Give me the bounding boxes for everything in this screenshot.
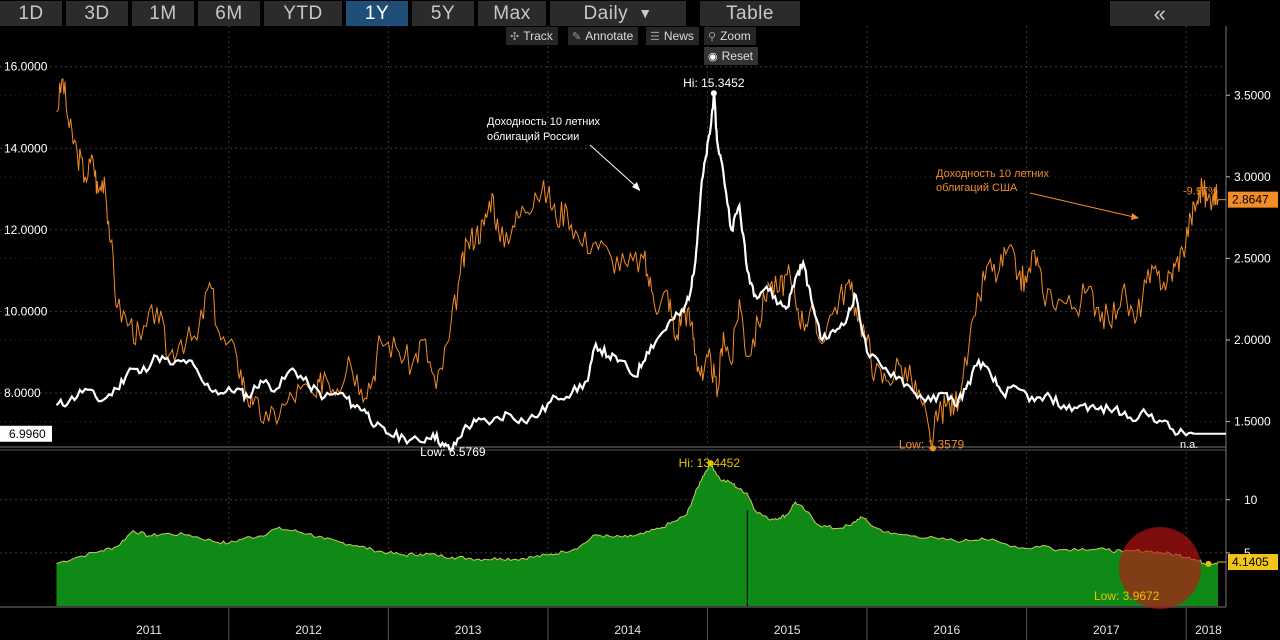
spread-high-marker <box>707 460 714 467</box>
usa-annotation-line2: облигаций США <box>936 182 1018 194</box>
range-6m-button[interactable]: 6M <box>198 1 260 26</box>
reset-icon: ◉ <box>708 51 718 63</box>
news-icon: ☰ <box>650 31 660 43</box>
spread-last-value-label: 4.1405 <box>1232 555 1269 569</box>
right-tick-label: 2.5000 <box>1234 251 1271 265</box>
caret-down-icon: ▼ <box>638 5 653 21</box>
highlight-circle <box>1119 527 1201 609</box>
labels: Hi: 15.3452 Low: 6.5769 Доходность 10 летн… <box>0 76 1278 609</box>
right-tick-label: 2.0000 <box>1234 333 1271 347</box>
range-1d-button[interactable]: 1D <box>0 1 62 26</box>
usa-last-value-label: 2.8647 <box>1232 193 1269 207</box>
russia-annotation-arrow <box>589 144 641 191</box>
russia-annotation-arrowhead <box>632 182 640 191</box>
bottom-tick-label: 10 <box>1244 493 1258 507</box>
usa-low-marker <box>929 445 936 452</box>
zoom-button[interactable]: ⚲ Zoom <box>704 27 756 45</box>
usa-change-label: -9.97% <box>1183 186 1218 198</box>
magnifier-icon: ⚲ <box>708 31 717 43</box>
russia-na-label: n.a. <box>1180 439 1198 451</box>
russia-low-label: Low: 6.5769 <box>420 445 486 459</box>
track-button[interactable]: ✣ Track <box>506 27 558 45</box>
right-tick-label: 1.5000 <box>1234 415 1271 429</box>
x-tick-label: 2015 <box>774 623 801 637</box>
spread-low-marker <box>1205 560 1212 567</box>
left-tick-label: 12.0000 <box>4 223 48 237</box>
left-tick-label: 8.0000 <box>4 386 41 400</box>
spread-low-label: Low: 3.9672 <box>1094 589 1160 603</box>
collapse-panel-button[interactable]: « <box>1110 1 1210 26</box>
grid <box>0 26 1227 608</box>
russia-annotation-line1: Доходность 10 летних <box>487 116 600 128</box>
range-1m-button[interactable]: 1M <box>132 1 194 26</box>
range-5y-button[interactable]: 5Y <box>412 1 474 26</box>
x-tick-label: 2018 <box>1195 623 1222 637</box>
spread-high-label: Hi: 13.4452 <box>679 456 741 470</box>
left-tick-label: 14.0000 <box>4 141 48 155</box>
usa-annotation-line1: Доходность 10 летних <box>936 168 1049 180</box>
x-tick-label: 2016 <box>933 623 960 637</box>
usa-last-value-box <box>1228 191 1278 208</box>
left-tick-label: 10.0000 <box>4 304 48 318</box>
range-max-button[interactable]: Max <box>478 1 546 26</box>
frequency-value: Daily <box>583 3 629 24</box>
x-tick-label: 2014 <box>614 623 641 637</box>
x-tick-label: 2012 <box>295 623 322 637</box>
russia-high-label: Hi: 15.3452 <box>683 76 745 90</box>
range-ytd-button[interactable]: YTD <box>264 1 342 26</box>
x-tick-label: 2013 <box>455 623 482 637</box>
right-tick-label: 3.5000 <box>1234 88 1271 102</box>
series-layer <box>55 77 1226 452</box>
annotate-label: Annotate <box>585 29 634 43</box>
russia-yield-line <box>55 92 1195 452</box>
track-label: Track <box>523 29 553 43</box>
bottom-tick-label: 5 <box>1244 546 1251 560</box>
axes: 2011 2012 2013 2014 2015 2016 2017 2018 8.0000 10… <box>4 60 1271 640</box>
range-1y-button[interactable]: 1Y <box>346 1 408 26</box>
spread-area-layer <box>56 462 1219 606</box>
spread-last-value-box <box>1228 554 1278 571</box>
pencil-icon: ✎ <box>572 31 582 43</box>
usa-yield-line <box>56 77 1219 450</box>
reset-button[interactable]: ◉ Reset <box>704 47 758 65</box>
usa-low-label: Low: 1.3579 <box>899 437 965 451</box>
russia-annotation-line2: облигаций России <box>487 131 579 143</box>
russia-last-value-box <box>0 425 52 442</box>
range-toolbar: 1D 3D 1M 6M YTD 1Y 5Y Max Daily ▼ Table « <box>0 0 1280 26</box>
reset-label: Reset <box>721 49 753 63</box>
x-tick-label: 2017 <box>1093 623 1120 637</box>
annotate-button[interactable]: ✎ Annotate <box>568 27 639 45</box>
frequency-dropdown[interactable]: Daily ▼ <box>550 1 686 26</box>
russia-high-marker <box>710 90 717 97</box>
usa-annotation-arrow <box>1029 192 1139 219</box>
spread-line <box>56 462 1219 566</box>
range-3d-button[interactable]: 3D <box>66 1 128 26</box>
x-tick-label: 2011 <box>136 623 162 637</box>
left-tick-label: 16.0000 <box>4 60 48 74</box>
russia-last-value-label: 6.9960 <box>9 427 46 441</box>
news-button[interactable]: ☰ News <box>646 27 699 45</box>
news-label: News <box>663 29 694 43</box>
zoom-label: Zoom <box>720 29 751 43</box>
spread-area <box>56 463 1219 606</box>
table-button[interactable]: Table <box>700 1 800 26</box>
right-tick-label: 3.0000 <box>1234 170 1271 184</box>
usa-annotation-arrowhead <box>1131 213 1139 220</box>
crosshair-icon: ✣ <box>510 31 520 43</box>
